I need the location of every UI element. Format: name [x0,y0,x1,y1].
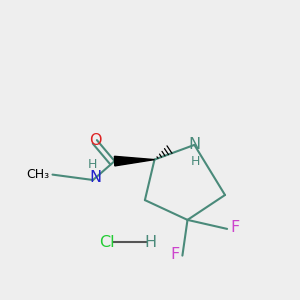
Text: Cl: Cl [99,235,115,250]
Text: N: N [188,137,200,152]
Text: H: H [191,155,201,168]
Text: F: F [170,247,179,262]
Text: F: F [231,220,240,235]
Text: H: H [88,158,97,171]
Polygon shape [114,156,154,166]
Text: O: O [89,133,102,148]
Text: N: N [89,169,101,184]
Text: H: H [144,235,156,250]
Text: CH₃: CH₃ [26,168,50,181]
